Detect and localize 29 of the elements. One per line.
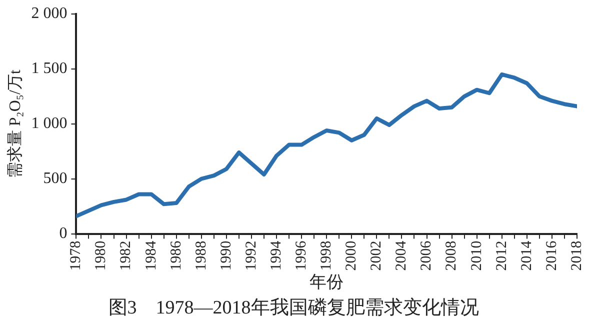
x-tick-label: 1980	[93, 240, 110, 271]
y-tick-label: 500	[43, 170, 68, 188]
x-tick-label: 1990	[218, 240, 234, 271]
y-tick-label: 0	[59, 225, 68, 242]
x-tick-label: 2006	[418, 240, 435, 271]
y-axis-title: 需求量 P₂O₅/万t	[6, 69, 24, 178]
x-tick-label: 1982	[118, 240, 134, 271]
x-tick-label: 2018	[568, 240, 585, 271]
x-tick-label: 2004	[394, 240, 410, 271]
text: 图3 1978—2018年我国磷复肥需求变化情况	[108, 296, 479, 319]
x-tick-label: 2012	[494, 240, 510, 271]
x-axis-title: 年份	[310, 272, 344, 292]
x-tick-label: 1984	[143, 240, 160, 271]
x-tick-label: 2016	[544, 240, 560, 271]
x-tick-label: 2010	[468, 240, 485, 271]
x-tick-label: 1978	[68, 240, 84, 271]
x-tick-label: 2002	[368, 240, 385, 271]
x-tick-label: 2008	[444, 240, 460, 271]
y-tick-label: 2 000	[31, 5, 68, 22]
x-tick-label: 2014	[518, 240, 535, 271]
x-tick-label: 1992	[243, 240, 260, 271]
x-tick-label: 1996	[293, 240, 310, 271]
x-tick-label: 1986	[168, 240, 184, 271]
x-tick-label: 2000	[344, 240, 360, 271]
y-tick-label: 1 500	[31, 60, 68, 78]
x-tick-label: 1998	[318, 240, 335, 271]
x-tick-label: 1988	[193, 240, 210, 271]
x-tick-label: 1994	[268, 240, 284, 271]
y-tick-label: 1 000	[31, 115, 68, 132]
